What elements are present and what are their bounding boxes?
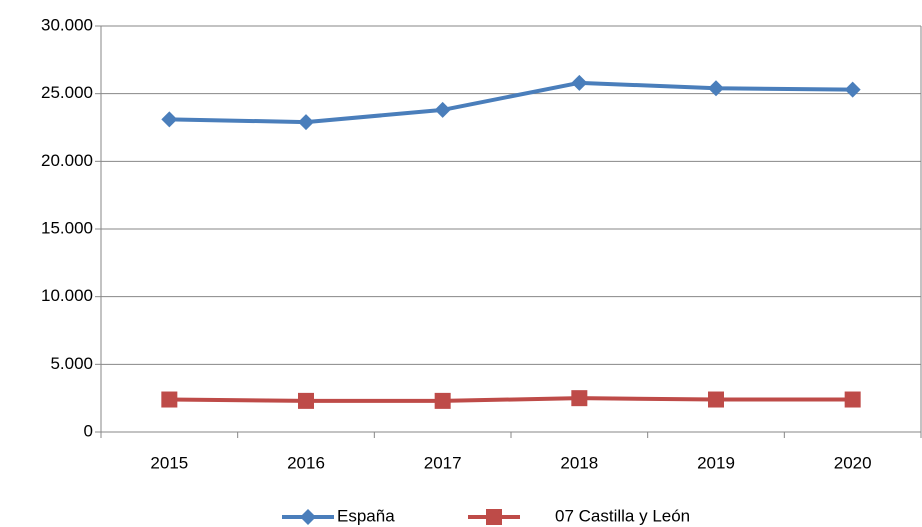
x-tick-label: 2020 <box>834 453 872 472</box>
data-point <box>434 392 451 409</box>
series-line <box>169 80 853 125</box>
legend-label: España <box>337 506 395 525</box>
y-tick-label: 10.000 <box>41 286 93 305</box>
data-point <box>161 111 178 128</box>
x-tick-label: 2016 <box>287 453 325 472</box>
y-tick-label: 15.000 <box>41 218 93 237</box>
x-tick-label: 2019 <box>697 453 735 472</box>
legend-label: 07 Castilla y León <box>555 506 690 525</box>
data-point <box>844 81 861 98</box>
data-point <box>708 391 724 408</box>
y-tick-label: 20.000 <box>41 151 93 170</box>
legend-marker <box>300 509 316 525</box>
data-point <box>298 114 314 131</box>
data-point <box>571 74 588 91</box>
data-point <box>844 391 861 408</box>
y-tick-label: 25.000 <box>41 83 93 102</box>
data-point <box>571 390 588 407</box>
legend-marker <box>486 509 502 525</box>
data-point <box>434 101 451 118</box>
y-tick-label: 5.000 <box>50 354 93 373</box>
x-tick-label: 2015 <box>150 453 188 472</box>
x-tick-label: 2017 <box>424 453 462 472</box>
y-tick-label: 0 <box>84 421 93 440</box>
data-point <box>298 392 314 409</box>
series-line <box>169 396 853 403</box>
y-tick-label: 30.000 <box>41 15 93 34</box>
data-point <box>708 80 724 97</box>
x-tick-label: 2018 <box>560 453 598 472</box>
data-point <box>161 391 178 408</box>
